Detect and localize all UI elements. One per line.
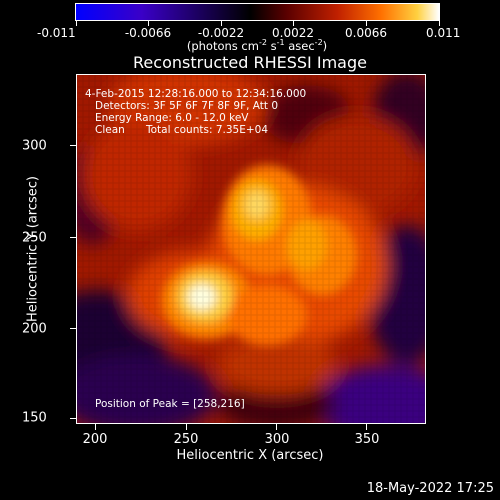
x-tick-label: 350 [354, 432, 380, 447]
y-tick-label: 300 [22, 138, 47, 154]
plot-title: Reconstructed RHESSI Image [133, 53, 367, 72]
colorbar-tick [293, 21, 294, 26]
x-axis-label: Heliocentric X (arcsec) [176, 448, 324, 463]
x-tick [366, 424, 367, 430]
y-tick-label: 200 [22, 321, 47, 337]
colorbar-tick-label: 0.0022 [272, 26, 314, 40]
y-tick-label: 250 [22, 230, 47, 246]
heatmap-plot [76, 74, 426, 424]
colorbar-tick [439, 21, 440, 26]
x-tick [95, 424, 96, 430]
colorbar-tick [76, 21, 77, 26]
y-axis-label: Heliocentric Y (arcsec) [25, 176, 41, 322]
y-tick [70, 145, 76, 146]
x-tick-label: 250 [173, 432, 199, 447]
total-counts-text: Total counts: 7.35E+04 [146, 124, 269, 136]
energy-range-text: Energy Range: 6.0 - 12.0 keV [95, 112, 249, 124]
y-tick-label: 150 [22, 410, 47, 426]
x-tick-label: 200 [82, 432, 108, 447]
timestamp: 18-May-2022 17:25 [366, 481, 494, 496]
time-range-text: 4-Feb-2015 12:28:16.000 to 12:34:16.000 [85, 88, 307, 100]
y-tick [70, 418, 76, 419]
detectors-text: Detectors: 3F 5F 6F 7F 8F 9F, Att 0 [95, 100, 279, 112]
colorbar-units-label: (photons cm-2 s-1 asec-2) [186, 38, 328, 53]
x-tick [276, 424, 277, 430]
colorbar-tick-label: -0.011 [37, 26, 76, 40]
colorbar-tick-label: -0.0022 [197, 26, 245, 40]
y-tick [70, 328, 76, 329]
colorbar-tick-label: 0.0066 [345, 26, 387, 40]
heatmap-canvas [77, 75, 425, 423]
colorbar-tick-label: -0.0066 [124, 26, 172, 40]
x-axis [76, 424, 426, 425]
colorbar-tick [221, 21, 222, 26]
clean-label: Clean [95, 124, 125, 136]
peak-position-text: Position of Peak = [258,216] [95, 398, 245, 410]
colorbar [75, 3, 440, 21]
colorbar-tick-label: 0.011 [426, 26, 461, 40]
x-tick-label: 300 [264, 432, 290, 447]
y-tick [70, 237, 76, 238]
colorbar-tick [366, 21, 367, 26]
x-tick [186, 424, 187, 430]
colorbar-tick [148, 21, 149, 26]
